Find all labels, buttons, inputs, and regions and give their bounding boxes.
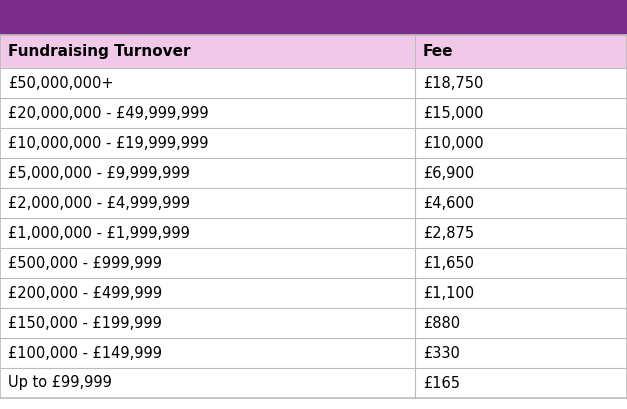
Text: £150,000 - £199,999: £150,000 - £199,999 (8, 315, 162, 330)
Text: £20,000,000 - £49,999,999: £20,000,000 - £49,999,999 (8, 106, 209, 121)
Text: £2,875: £2,875 (423, 225, 474, 240)
Text: £50,000,000+: £50,000,000+ (8, 76, 113, 90)
Text: £1,000,000 - £1,999,999: £1,000,000 - £1,999,999 (8, 225, 190, 240)
Text: £330: £330 (423, 346, 460, 360)
Text: £1,100: £1,100 (423, 285, 474, 301)
Text: £5,000,000 - £9,999,999: £5,000,000 - £9,999,999 (8, 166, 190, 180)
Text: £6,900: £6,900 (423, 166, 474, 180)
Text: Fundraising Turnover: Fundraising Turnover (8, 44, 191, 59)
Text: £200,000 - £499,999: £200,000 - £499,999 (8, 285, 162, 301)
Text: Up to £99,999: Up to £99,999 (8, 375, 112, 391)
Text: £4,600: £4,600 (423, 196, 474, 211)
Text: £880: £880 (423, 315, 460, 330)
Text: £15,000: £15,000 (423, 106, 483, 121)
Text: Fee: Fee (423, 44, 453, 59)
Text: £165: £165 (423, 375, 460, 391)
Text: £10,000: £10,000 (423, 135, 483, 151)
Text: £500,000 - £999,999: £500,000 - £999,999 (8, 256, 162, 270)
Text: £10,000,000 - £19,999,999: £10,000,000 - £19,999,999 (8, 135, 209, 151)
Text: £18,750: £18,750 (423, 76, 483, 90)
Text: £1,650: £1,650 (423, 256, 474, 270)
Text: £2,000,000 - £4,999,999: £2,000,000 - £4,999,999 (8, 196, 190, 211)
Text: £100,000 - £149,999: £100,000 - £149,999 (8, 346, 162, 360)
